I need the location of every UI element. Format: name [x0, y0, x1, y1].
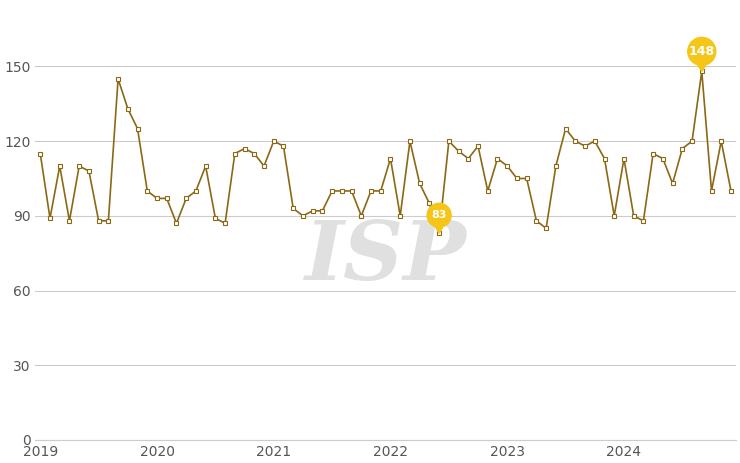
Ellipse shape: [427, 203, 451, 227]
Ellipse shape: [687, 38, 716, 65]
Text: ISP: ISP: [305, 217, 467, 297]
Text: 148: 148: [689, 45, 715, 58]
Polygon shape: [434, 224, 445, 233]
Text: 83: 83: [431, 210, 447, 220]
Polygon shape: [696, 61, 708, 71]
